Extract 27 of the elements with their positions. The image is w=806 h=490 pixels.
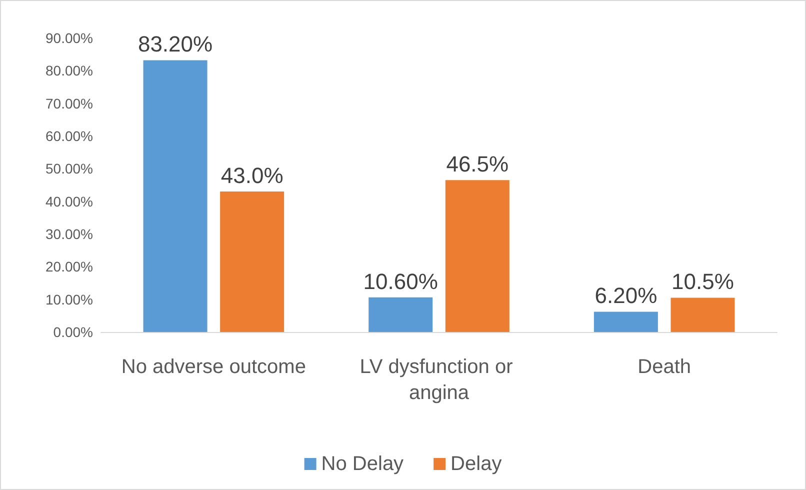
x-tick-label: LV dysfunction or angina xyxy=(360,356,518,404)
y-tick-label: 50.00% xyxy=(46,160,93,177)
data-label: 10.5% xyxy=(672,269,734,294)
legend-label: Delay xyxy=(450,453,502,475)
y-tick-label: 10.00% xyxy=(46,291,93,308)
bar xyxy=(368,297,433,332)
y-tick-label: 70.00% xyxy=(46,95,93,112)
y-tick-label: 30.00% xyxy=(46,226,93,242)
data-label: 43.0% xyxy=(220,163,284,188)
x-tick-label: No adverse outcome xyxy=(121,356,306,378)
legend-label: No Delay xyxy=(321,453,404,475)
y-tick-label: 60.00% xyxy=(46,128,93,144)
data-label: 83.20% xyxy=(138,32,213,57)
data-label: 10.60% xyxy=(363,268,438,294)
bar xyxy=(220,192,284,332)
y-tick-label: 90.00% xyxy=(46,30,93,46)
bar xyxy=(445,180,510,332)
y-tick-label: 80.00% xyxy=(46,62,93,79)
x-tick-label: Death xyxy=(638,356,692,378)
y-tick-label: 20.00% xyxy=(46,258,93,275)
bar xyxy=(143,60,208,332)
bar xyxy=(594,312,658,332)
data-label: 46.5% xyxy=(446,152,509,177)
y-tick-label: 40.00% xyxy=(46,193,93,210)
bar xyxy=(670,298,735,332)
y-tick-label: 0.00% xyxy=(53,324,93,340)
data-label: 6.20% xyxy=(594,283,658,308)
